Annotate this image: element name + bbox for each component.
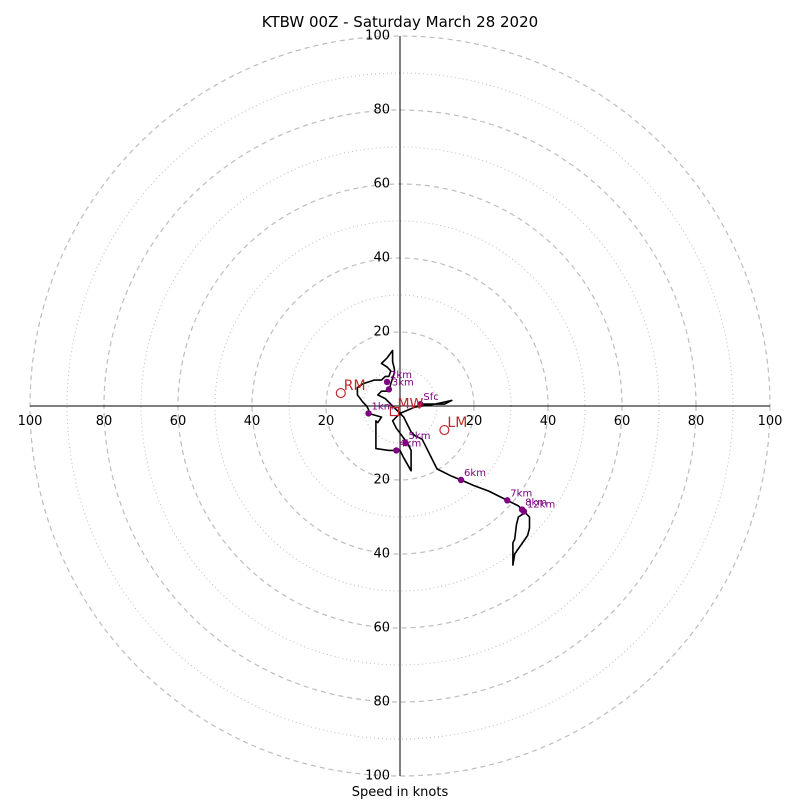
axes [30, 36, 770, 776]
level-marker [457, 476, 465, 484]
level-label: 1km [372, 401, 394, 412]
level-marker [385, 386, 393, 393]
level-label: 8km [525, 498, 547, 509]
wind-trace [356, 349, 531, 566]
tick-label: 40 [540, 414, 557, 429]
tick-labels: 20 40 60 80 100 100 80 60 40 20 100 80 60 40 20 20 40 60 8… [18, 29, 783, 784]
tick-label: 60 [373, 177, 390, 192]
tick-label: 60 [170, 414, 187, 429]
tick-label: 60 [614, 414, 631, 429]
level-label: 12km [527, 499, 555, 510]
tick-label: 100 [18, 414, 43, 429]
tick-label: 20 [373, 325, 390, 340]
tick-label: 80 [96, 414, 113, 429]
level-marker [383, 378, 391, 386]
level-label: 6km [464, 468, 486, 479]
level-label: 5km [409, 431, 431, 442]
chart-title: KTBW 00Z - Saturday March 28 2020 [262, 13, 538, 31]
tick-label: 40 [244, 414, 261, 429]
level-label: Sfc [423, 392, 438, 403]
level-marker [520, 508, 528, 515]
tick-label: 100 [365, 769, 390, 784]
storm-motion-markers: RM LM MW [335, 378, 467, 436]
level-label: 4km [399, 438, 421, 449]
tick-label: 60 [373, 621, 390, 636]
x-axis-label: Speed in knots [352, 785, 449, 800]
tick-label: 100 [758, 414, 783, 429]
tick-label: 20 [466, 414, 483, 429]
tick-label: 80 [373, 103, 390, 118]
storm-motion-marker [335, 387, 346, 399]
storm-motion-marker [439, 424, 450, 436]
level-label: 3km [392, 377, 414, 388]
wind-profile-line [356, 349, 531, 566]
tick-label: 40 [373, 547, 390, 562]
storm-motion-label: LM [447, 415, 467, 431]
storm-motion-label: MW [397, 397, 423, 413]
storm-motion-label: RM [344, 378, 366, 394]
level-marker [365, 410, 372, 417]
level-marker [402, 439, 409, 447]
level-marker [393, 447, 400, 454]
level-label: 7km [510, 488, 532, 499]
level-label: 2km [390, 370, 412, 381]
tick-label: 100 [365, 29, 390, 44]
level-marker [417, 400, 424, 408]
level-marker [504, 497, 511, 504]
tick-label: 20 [318, 414, 335, 429]
mean-wind-marker [389, 406, 400, 417]
tick-label: 40 [373, 251, 390, 266]
tick-label: 20 [373, 473, 390, 488]
tick-label: 80 [688, 414, 705, 429]
tick-label: 80 [373, 695, 390, 710]
